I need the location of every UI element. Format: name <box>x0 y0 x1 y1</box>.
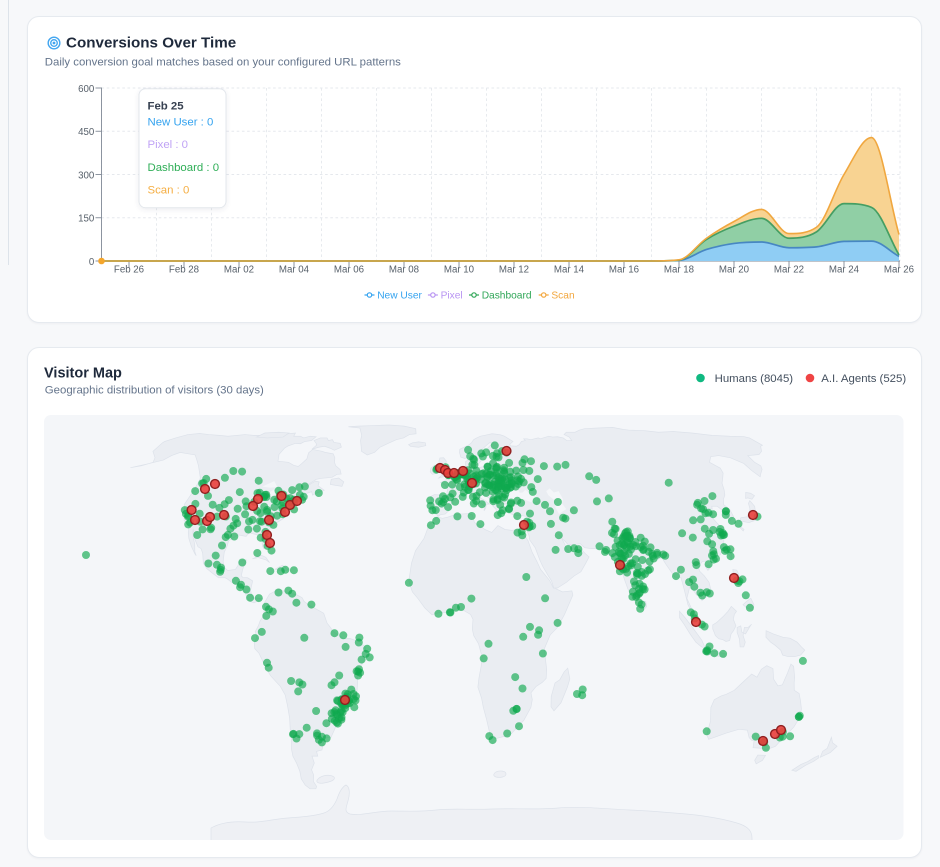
svg-text:Geographic distribution of vis: Geographic distribution of visitors (30 … <box>45 385 264 397</box>
svg-text:Mar 16: Mar 16 <box>609 265 639 276</box>
svg-text:Mar 12: Mar 12 <box>499 265 529 276</box>
svg-text:Conversions Over Time: Conversions Over Time <box>66 35 236 52</box>
svg-text:150: 150 <box>78 214 95 225</box>
svg-text:Mar 06: Mar 06 <box>334 265 364 276</box>
svg-text:Feb 25: Feb 25 <box>148 101 185 113</box>
svg-text:A.I. Agents (525): A.I. Agents (525) <box>821 373 906 385</box>
svg-text:Dashboard: Dashboard <box>482 291 532 302</box>
svg-text:Mar 02: Mar 02 <box>224 265 254 276</box>
svg-text:0: 0 <box>89 257 95 268</box>
svg-text:Dashboard : 0: Dashboard : 0 <box>148 162 220 174</box>
svg-text:Mar 14: Mar 14 <box>554 265 585 276</box>
svg-text:Feb 28: Feb 28 <box>169 265 199 276</box>
svg-text:Mar 04: Mar 04 <box>279 265 310 276</box>
svg-text:New User: New User <box>377 291 422 302</box>
svg-text:Humans (8045): Humans (8045) <box>715 373 794 385</box>
svg-text:Mar 22: Mar 22 <box>774 265 804 276</box>
svg-text:450: 450 <box>78 127 95 138</box>
svg-text:Mar 18: Mar 18 <box>664 265 694 276</box>
svg-text:Feb 26: Feb 26 <box>114 265 144 276</box>
svg-text:Mar 26: Mar 26 <box>884 265 914 276</box>
svg-text:Pixel: Pixel <box>441 291 463 302</box>
svg-text:New User : 0: New User : 0 <box>148 117 214 129</box>
svg-text:300: 300 <box>78 170 95 181</box>
svg-text:Mar 24: Mar 24 <box>829 265 860 276</box>
svg-text:Daily conversion goal matches: Daily conversion goal matches based on y… <box>45 57 401 69</box>
svg-text:Scan: Scan <box>551 291 574 302</box>
svg-text:600: 600 <box>78 84 95 95</box>
svg-text:Pixel : 0: Pixel : 0 <box>148 139 189 151</box>
svg-text:Mar 08: Mar 08 <box>389 265 419 276</box>
svg-text:Mar 20: Mar 20 <box>719 265 750 276</box>
svg-text:Mar 10: Mar 10 <box>444 265 475 276</box>
svg-text:Scan : 0: Scan : 0 <box>148 184 190 196</box>
svg-text:Visitor Map: Visitor Map <box>44 366 122 382</box>
